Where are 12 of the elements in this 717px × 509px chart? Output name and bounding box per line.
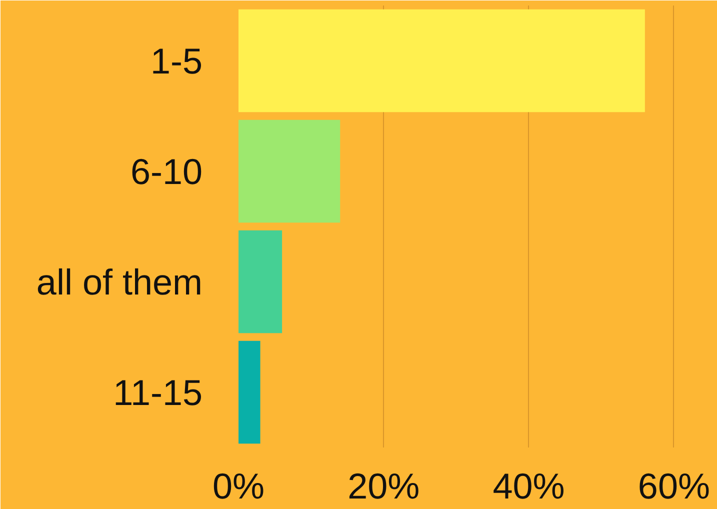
x-tick-label: 60% bbox=[638, 466, 710, 506]
y-tick-label: 11-15 bbox=[113, 372, 203, 413]
y-tick-label: 6-10 bbox=[130, 150, 203, 192]
bar bbox=[238, 120, 340, 223]
bar bbox=[238, 230, 282, 334]
bar bbox=[238, 9, 645, 112]
y-tick-label: all of them bbox=[36, 261, 202, 302]
x-tick-label: 0% bbox=[212, 466, 265, 506]
x-tick-label: 20% bbox=[348, 466, 420, 506]
y-tick-label: 1-5 bbox=[150, 40, 202, 82]
x-tick-label: 40% bbox=[492, 466, 565, 506]
bar bbox=[238, 340, 260, 444]
